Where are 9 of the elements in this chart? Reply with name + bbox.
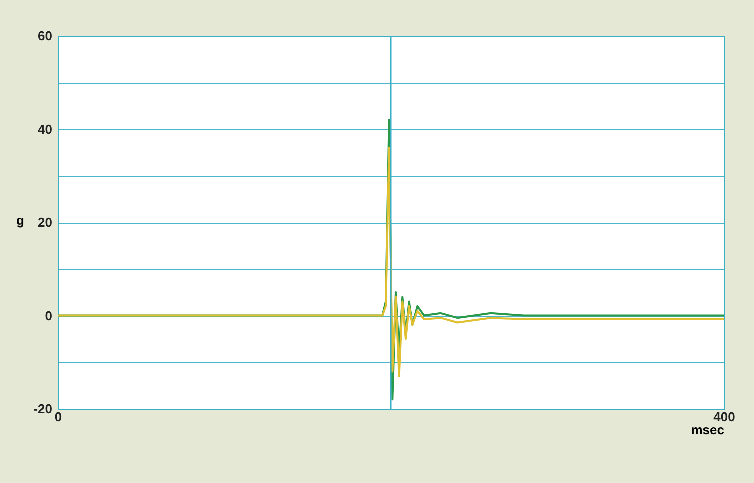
y-axis-title: g [16, 213, 25, 228]
line-series [58, 146, 724, 378]
y-tick-label: 40 [38, 122, 52, 137]
y-tick-label: 20 [38, 215, 52, 230]
y-tick-label: 0 [45, 308, 52, 324]
x-tick-label: 400 [714, 410, 736, 424]
x-axis-title: msec [691, 422, 724, 438]
y-tick-label: 60 [38, 28, 52, 44]
y-tick-label: -20 [34, 402, 52, 416]
